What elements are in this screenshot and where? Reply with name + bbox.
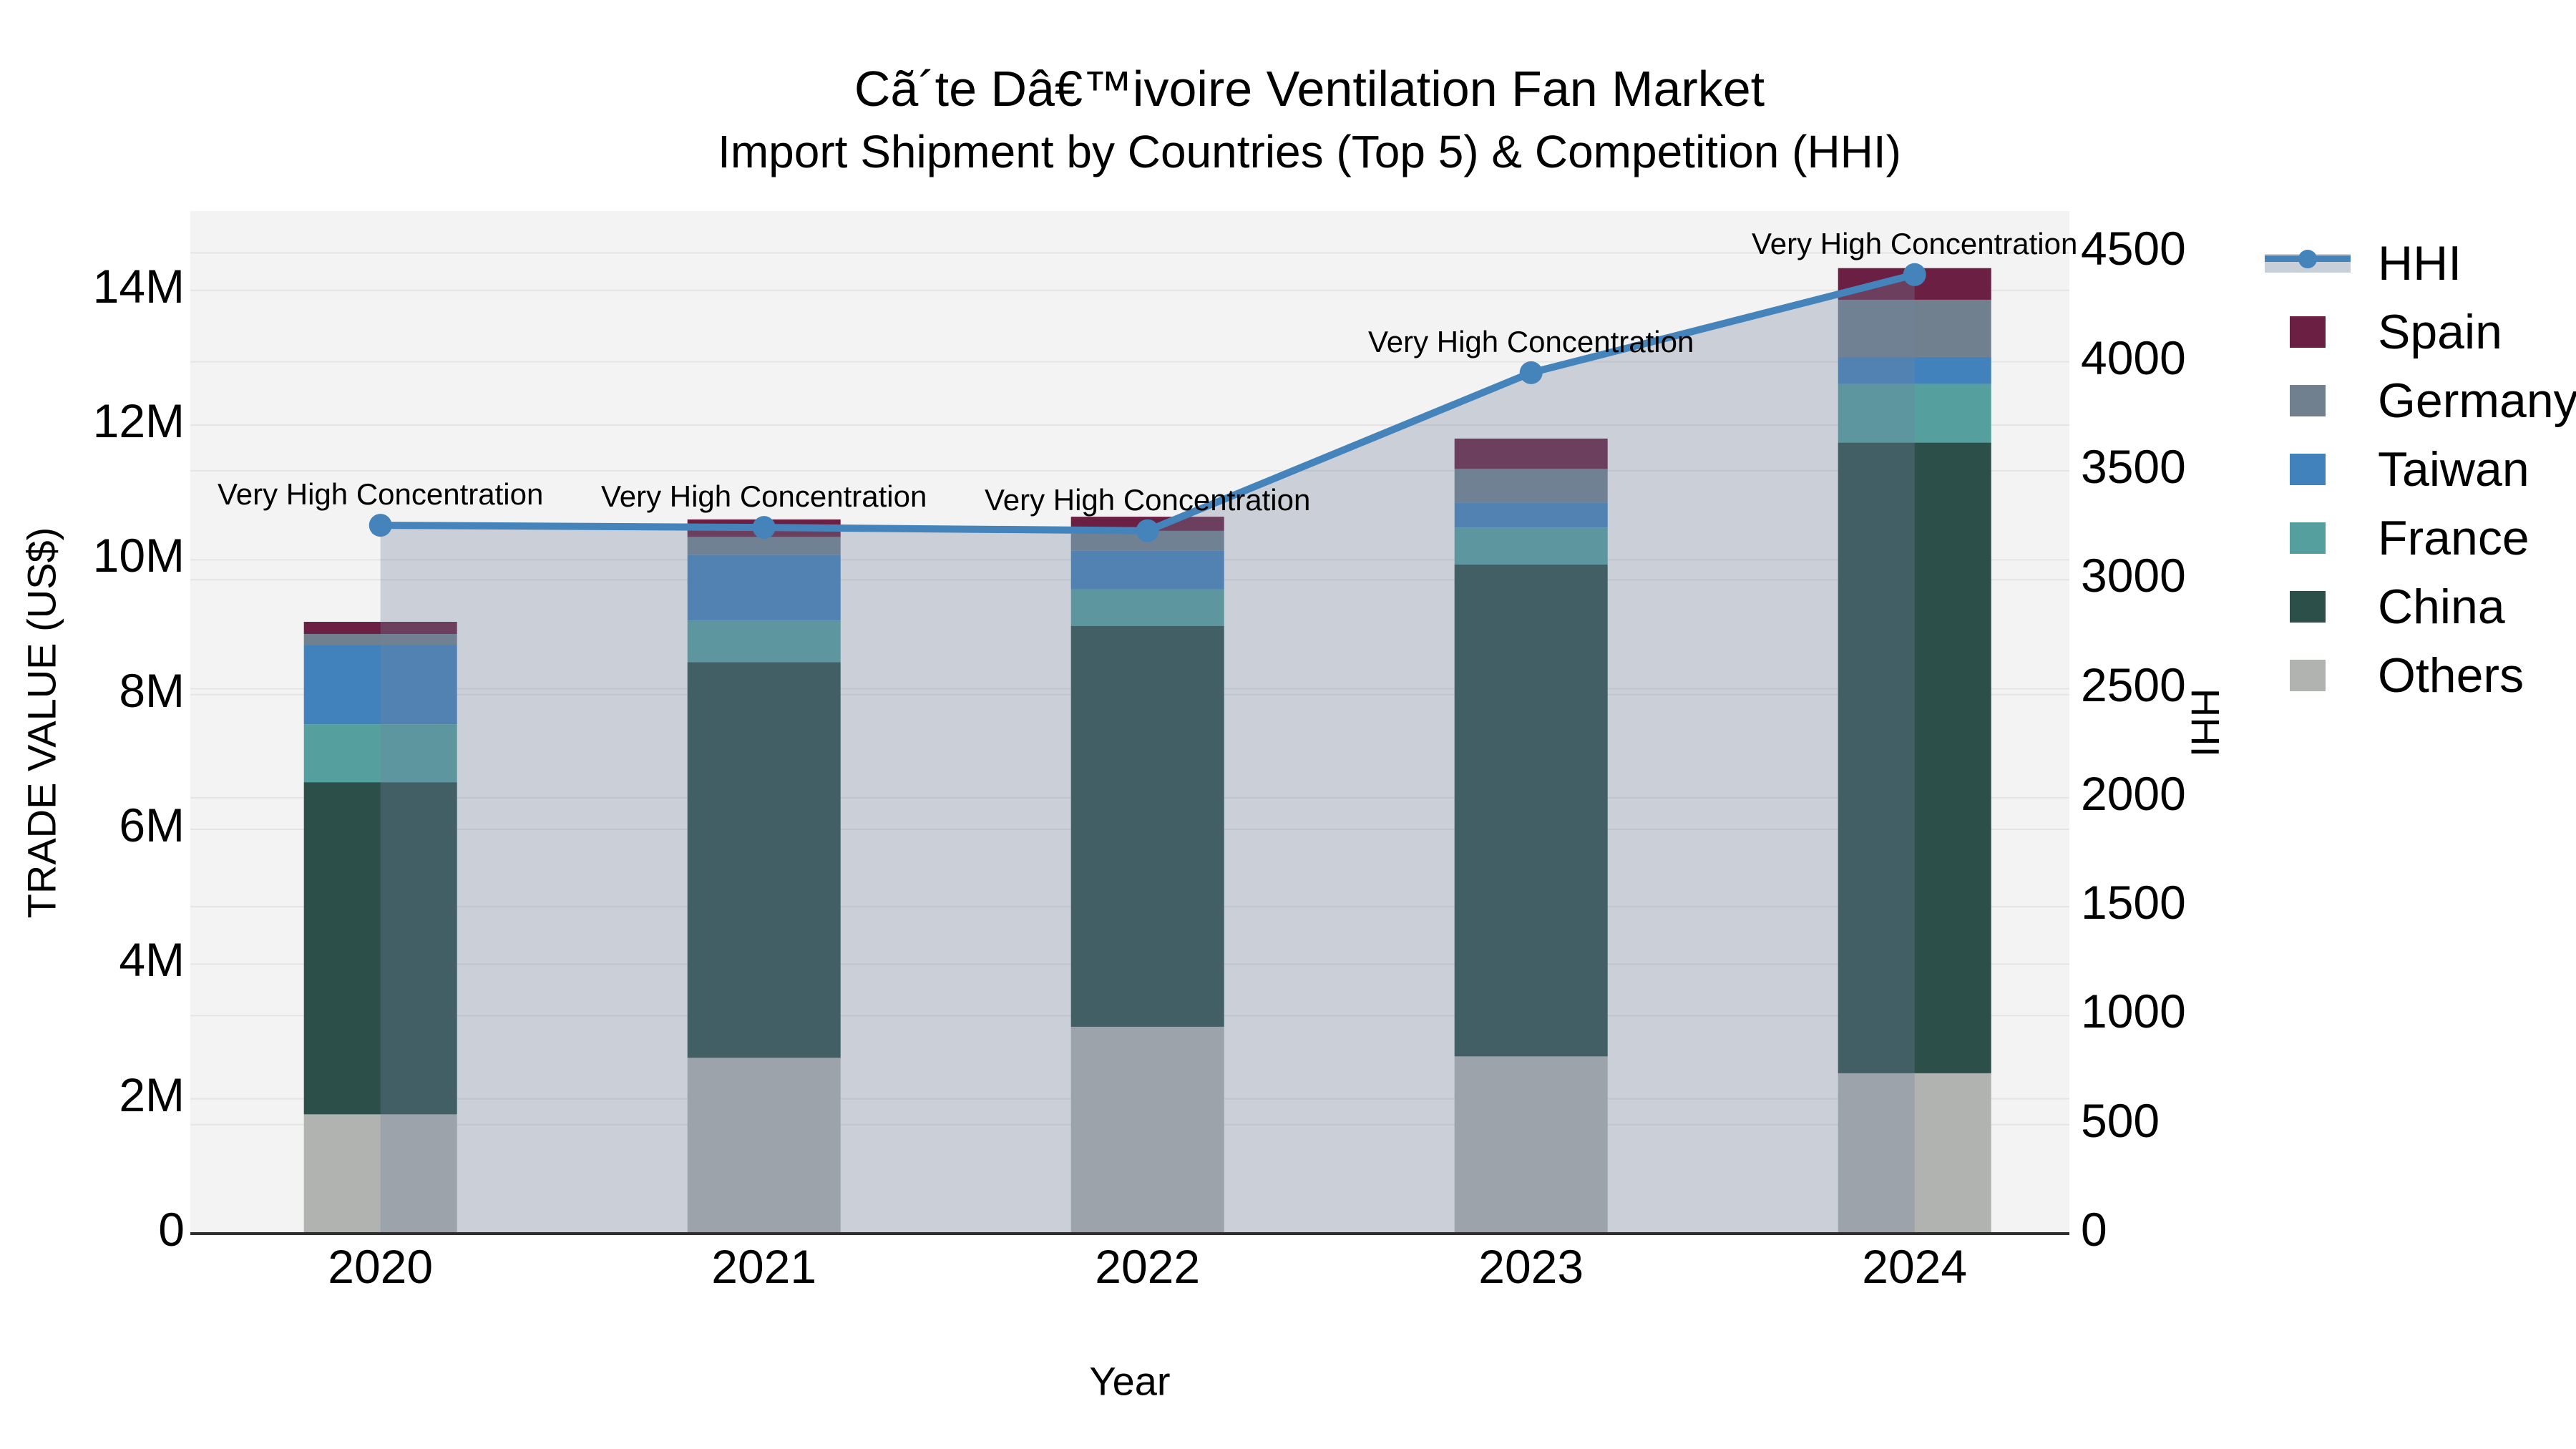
bar-segment-france-2021 xyxy=(687,620,841,663)
hhi-marker-2024 xyxy=(1903,263,1926,286)
y-tick-left-14M: 14M xyxy=(92,259,185,313)
y-tick-right-500: 500 xyxy=(2081,1093,2160,1147)
legend-label: Others xyxy=(2378,648,2524,703)
chart-title-block: Cã´te Dâ€™ivoire Ventilation Fan Market … xyxy=(43,56,2576,182)
legend-item-hhi: HHI xyxy=(2265,236,2576,291)
legend-swatch-icon xyxy=(2265,660,2351,691)
hhi-marker-2021 xyxy=(752,516,776,540)
y-tick-right-1500: 1500 xyxy=(2081,876,2186,930)
legend-swatch-icon xyxy=(2265,522,2351,554)
hhi-area-fill xyxy=(380,274,1915,1234)
legend-swatch-icon xyxy=(2265,316,2351,348)
bar-segment-germany-2023 xyxy=(1454,469,1608,503)
bar-segment-germany-2024 xyxy=(1838,299,1991,357)
bar-segment-germany-2021 xyxy=(687,537,841,555)
legend-swatch-icon xyxy=(2265,591,2351,623)
bar-segment-others-2022 xyxy=(1070,1026,1224,1234)
bar-segment-taiwan-2021 xyxy=(687,555,841,621)
bar-segment-france-2020 xyxy=(303,724,457,783)
bar-segment-others-2020 xyxy=(303,1114,457,1234)
bar-segment-china-2024 xyxy=(1838,442,1991,1073)
bar-segment-france-2023 xyxy=(1454,527,1608,565)
y-tick-right-2500: 2500 xyxy=(2081,658,2186,711)
legend-swatch-icon xyxy=(2265,454,2351,485)
legend-item-spain: Spain xyxy=(2265,305,2576,359)
bar-segment-france-2024 xyxy=(1838,384,1991,443)
legend-label: China xyxy=(2378,580,2505,634)
x-axis-title: Year xyxy=(1089,1358,1171,1404)
legend-label: Germany xyxy=(2378,374,2576,428)
bar-segment-china-2022 xyxy=(1070,625,1224,1027)
legend-item-taiwan: Taiwan xyxy=(2265,442,2576,497)
hhi-marker-2020 xyxy=(369,514,392,537)
y-tick-left-2M: 2M xyxy=(119,1068,185,1121)
annotation-2021: Very High Concentration xyxy=(601,479,927,514)
y-tick-left-6M: 6M xyxy=(119,799,185,852)
legend-label: Spain xyxy=(2378,305,2502,359)
y-tick-left-10M: 10M xyxy=(92,529,185,582)
hhi-marker-2022 xyxy=(1136,519,1159,542)
x-tick-2021: 2021 xyxy=(711,1240,817,1293)
bar-segment-others-2024 xyxy=(1838,1073,1991,1234)
y-tick-left-8M: 8M xyxy=(119,663,185,717)
legend-label: HHI xyxy=(2378,236,2462,291)
bar-segment-taiwan-2024 xyxy=(1838,356,1991,384)
y-tick-right-4000: 4000 xyxy=(2081,331,2186,384)
y-tick-right-0: 0 xyxy=(2081,1203,2107,1256)
x-tick-2023: 2023 xyxy=(1478,1240,1584,1293)
y-tick-right-3500: 3500 xyxy=(2081,439,2186,493)
x-tick-2020: 2020 xyxy=(328,1240,434,1293)
bar-segment-germany-2020 xyxy=(303,633,457,645)
y-tick-right-4500: 4500 xyxy=(2081,222,2186,275)
bar-segment-spain-2023 xyxy=(1454,438,1608,469)
annotation-2022: Very High Concentration xyxy=(985,482,1311,517)
chart-subtitle: Import Shipment by Countries (Top 5) & C… xyxy=(718,126,1901,177)
bar-segment-taiwan-2023 xyxy=(1454,502,1608,528)
annotation-2024: Very High Concentration xyxy=(1752,226,2078,260)
bar-segment-china-2020 xyxy=(303,782,457,1115)
y-tick-left-0: 0 xyxy=(158,1203,185,1256)
bar-segment-france-2022 xyxy=(1070,589,1224,626)
x-tick-2024: 2024 xyxy=(1862,1240,1968,1293)
legend-item-others: Others xyxy=(2265,648,2576,703)
bar-segment-spain-2020 xyxy=(303,622,457,634)
y-tick-right-1000: 1000 xyxy=(2081,985,2186,1038)
legend-swatch-icon xyxy=(2265,385,2351,416)
legend-item-china: China xyxy=(2265,580,2576,634)
bar-segment-china-2021 xyxy=(687,662,841,1058)
annotation-2023: Very High Concentration xyxy=(1368,324,1694,358)
chart-title: Cã´te Dâ€™ivoire Ventilation Fan Market xyxy=(854,61,1765,117)
bar-segment-china-2023 xyxy=(1454,564,1608,1057)
hhi-marker-2023 xyxy=(1519,361,1543,384)
legend-label: Taiwan xyxy=(2378,442,2529,497)
y-axis-left-title: TRADE VALUE (US$) xyxy=(19,527,64,919)
annotation-2020: Very High Concentration xyxy=(218,477,544,512)
y-tick-left-12M: 12M xyxy=(92,394,185,448)
y-tick-right-2000: 2000 xyxy=(2081,766,2186,820)
y-tick-left-4M: 4M xyxy=(119,933,185,987)
y-axis-right-title: HHI xyxy=(2182,688,2228,758)
y-tick-right-3000: 3000 xyxy=(2081,549,2186,602)
bar-segment-others-2021 xyxy=(687,1058,841,1234)
legend-item-germany: Germany xyxy=(2265,374,2576,428)
x-tick-2022: 2022 xyxy=(1095,1240,1201,1293)
legend-item-france: France xyxy=(2265,511,2576,565)
legend: HHI Spain Germany Taiwan France China Others xyxy=(2265,236,2576,703)
legend-label: France xyxy=(2378,511,2529,565)
bar-segment-taiwan-2022 xyxy=(1070,550,1224,590)
bar-segment-others-2023 xyxy=(1454,1056,1608,1234)
legend-line-icon xyxy=(2265,250,2351,273)
bar-segment-taiwan-2020 xyxy=(303,645,457,725)
